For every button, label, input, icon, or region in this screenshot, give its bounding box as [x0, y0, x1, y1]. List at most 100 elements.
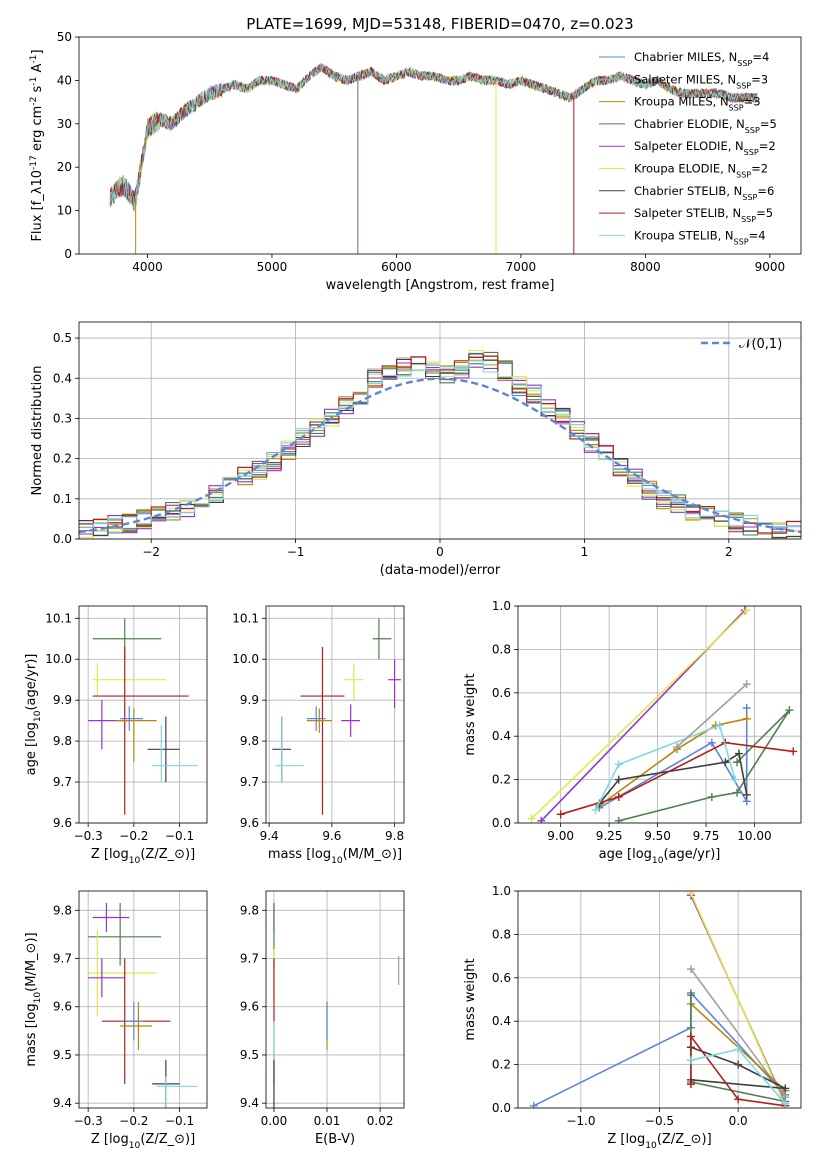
weight-marker: [734, 1095, 743, 1104]
axes-frame: [517, 890, 802, 1109]
weight-marker: [742, 680, 751, 689]
legend-entry: Chabrier STELIB, NSSP=6: [634, 184, 774, 202]
errorbar-point: [92, 663, 166, 697]
y-tick-label: 20: [57, 160, 72, 174]
legend-entry: 𝒩(0,1): [739, 337, 782, 352]
y-tick-label: 9.8: [240, 903, 259, 917]
y-tick-label: 9.7: [53, 952, 72, 966]
plot-area: [79, 349, 801, 539]
y-tick-label: 0.4: [492, 729, 511, 743]
x-tick-label: 9.6: [322, 829, 341, 843]
errorbar-point: [344, 663, 364, 701]
errorbar-point: [88, 929, 157, 1017]
errorbar-point: [88, 700, 130, 750]
weight-marker: [686, 1056, 695, 1065]
errorbar-point: [88, 958, 125, 998]
x-tick-label: −2: [142, 545, 160, 559]
weight-marker: [537, 816, 546, 823]
y-axis-label: mass weight: [463, 958, 478, 1040]
y-tick-label: 0.4: [492, 1014, 511, 1028]
errorbar-point: [300, 646, 345, 815]
y-tick-label: 9.7: [240, 775, 259, 789]
y-tick-label: 0.2: [492, 773, 511, 787]
y-tick-label: 0.1: [53, 492, 72, 506]
weight-marker: [591, 805, 600, 814]
x-tick-label: 9.75: [693, 829, 720, 843]
y-tick-label: 9.8: [53, 903, 72, 917]
y-tick-label: 1.0: [492, 884, 511, 898]
x-tick-label: 9.4: [260, 829, 279, 843]
weight-marker: [785, 706, 794, 715]
panels: 4000 5000 6000 7000 8000 900001020304050wavel…: [24, 30, 802, 1151]
weight-marker: [734, 1060, 743, 1069]
y-tick-label: 9.5: [53, 1048, 72, 1062]
x-tick-label: −0.1: [165, 829, 194, 843]
y-tick-label: 50: [57, 30, 72, 44]
x-axis-label: age [log10(age/yr)]: [599, 847, 721, 866]
y-tick-label: 0.0: [492, 1101, 511, 1115]
y-tick-label: 9.8: [240, 734, 259, 748]
x-tick-label: −0.3: [74, 1114, 103, 1128]
x-tick-label: 8000: [630, 260, 661, 274]
weight-marker: [672, 743, 681, 752]
figure-title: PLATE=1699, MJD=53148, FIBERID=0470, z=0…: [246, 15, 633, 33]
legend-entry: Kroupa STELIB, NSSP=4: [634, 228, 766, 246]
errorbar-point: [372, 618, 392, 660]
y-axis-label: mass weight: [463, 673, 478, 755]
weight-series-0: [598, 708, 748, 809]
y-tick-label: 0.2: [492, 1058, 511, 1072]
plot-area: [529, 891, 790, 1108]
axes-frame: [265, 605, 405, 824]
x-tick-label: 1: [581, 545, 589, 559]
axes-frame: [78, 36, 802, 255]
y-tick-label: 9.5: [240, 1048, 259, 1062]
errorbar-point: [115, 708, 157, 762]
errorbar-point: [306, 706, 326, 731]
panel-age-vs-Z: −0.3 −0.2 −0.1 9.6 9.7 9.8 9.9 10.0 10.1 Z [log10…: [24, 605, 208, 866]
weight-marker: [686, 891, 695, 898]
x-tick-label: 9.25: [596, 829, 623, 843]
y-tick-label: 30: [57, 117, 72, 131]
x-tick-label: 0.02: [367, 1114, 394, 1128]
panel-spectrum: 4000 5000 6000 7000 8000 9000 0 10 20 30 40 50 wavel…: [29, 30, 802, 293]
legend-entry: Kroupa MILES, NSSP=3: [634, 95, 761, 113]
y-tick-label: 9.9: [53, 693, 72, 707]
panel-massweight-vs-age: 9.00 9.25 9.50 9.75 10.00 0.0 0.2 0.4 0.6 0.8 1.0 a…: [463, 599, 802, 866]
axes-frame: [517, 605, 802, 824]
weight-marker: [707, 738, 716, 747]
y-axis-label: mass [log10(M/M_⊙)]: [24, 932, 43, 1066]
y-tick-label: 9.7: [240, 952, 259, 966]
weight-marker: [614, 775, 623, 784]
panel-mass-vs-EBV: 0.00 0.01 0.02 9.4 9.5 9.6 9.7 9.8 E(B-V): [240, 890, 405, 1147]
axes-frame: [78, 890, 208, 1109]
y-tick-label: 0.0: [53, 532, 72, 546]
x-tick-label: 0.00: [261, 1114, 288, 1128]
y-axis-label: Flux [f_λ10-17 erg cm-2 s-1 A-1]: [29, 49, 45, 241]
plot-area: [273, 903, 400, 1108]
weight-series-1: [598, 718, 747, 807]
plot-area: [527, 606, 798, 823]
weight-series-2: [690, 892, 787, 1107]
weight-marker: [614, 792, 623, 801]
weight-marker: [527, 814, 536, 823]
errorbar-point: [152, 724, 198, 783]
weight-marker: [742, 606, 751, 615]
weight-marker: [707, 792, 716, 801]
x-tick-label: 9.8: [385, 829, 404, 843]
y-tick-label: 0.3: [53, 411, 72, 425]
y-tick-label: 40: [57, 73, 72, 87]
plot-area: [88, 618, 198, 815]
weight-series-7: [594, 724, 736, 811]
y-tick-label: 0.0: [492, 816, 511, 830]
weight-marker: [742, 714, 751, 723]
y-tick-label: 10.0: [232, 652, 259, 666]
x-tick-label: 4000: [132, 260, 163, 274]
x-tick-label: −0.3: [74, 829, 103, 843]
normal-curve: [79, 377, 801, 534]
legend-entry: Salpeter MILES, NSSP=3: [634, 72, 768, 90]
x-tick-label: 7000: [506, 260, 537, 274]
x-tick-label: 6000: [381, 260, 412, 274]
x-tick-label: 9000: [755, 260, 786, 274]
y-tick-label: 0.8: [492, 642, 511, 656]
